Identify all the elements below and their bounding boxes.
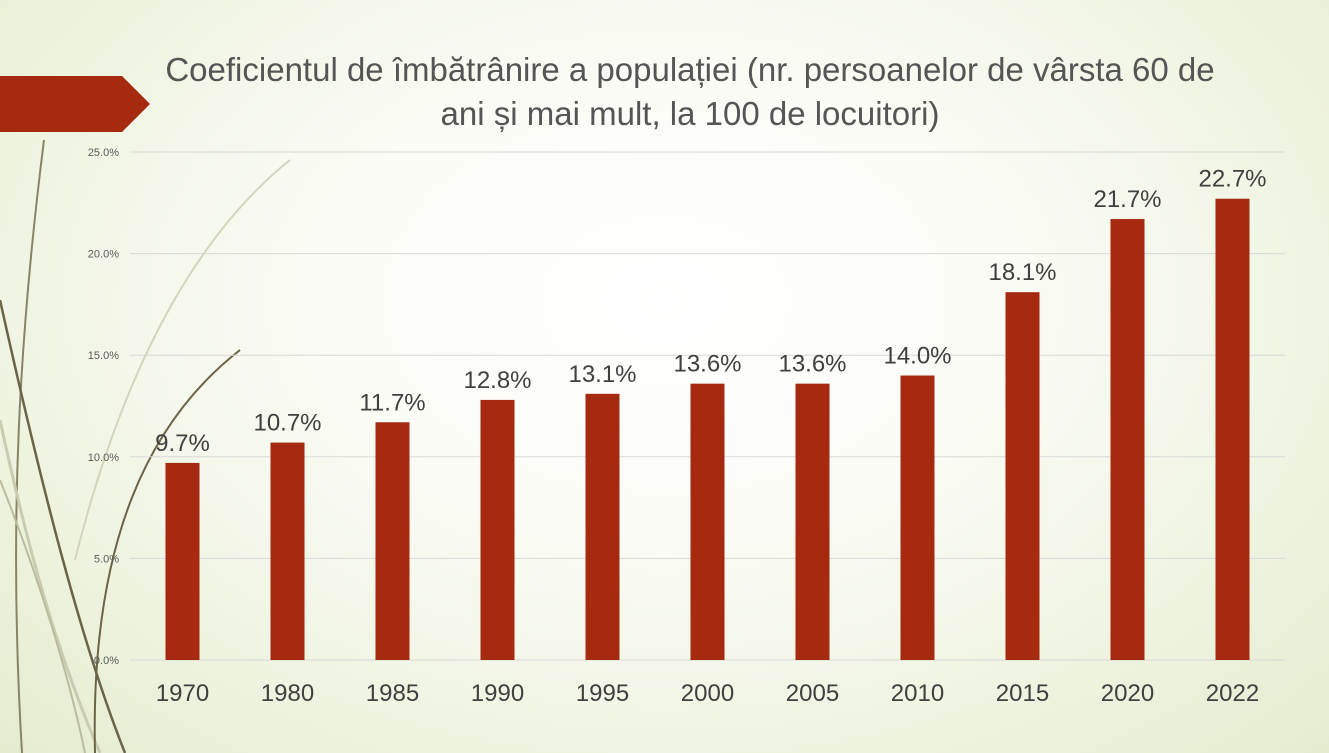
y-tick-label: 5.0% [94,553,119,565]
bar-2015 [1005,292,1040,660]
ribbon-shape [0,76,150,132]
x-tick-label: 1980 [261,680,314,707]
data-label: 10.7% [253,410,321,437]
bar-1980 [270,442,305,660]
x-tick-label: 2015 [996,680,1049,707]
bar-2005 [795,383,830,660]
bar-1990 [480,399,515,660]
y-tick-label: 25.0% [88,147,119,159]
data-label: 13.6% [778,351,846,378]
x-tick-label: 2020 [1101,680,1154,707]
x-tick-label: 1970 [156,680,209,707]
bar-1985 [375,422,410,660]
x-tick-label: 2022 [1206,680,1259,707]
x-tick-label: 1995 [576,680,629,707]
chart-title: Coeficientul de îmbătrânire a populației… [165,51,1215,132]
y-tick-label: 20.0% [88,249,119,261]
bar-2010 [900,375,935,660]
bar-1970 [165,462,200,660]
data-label: 22.7% [1198,166,1266,193]
y-tick-label: 0.0% [94,655,119,667]
data-label: 12.8% [463,367,531,394]
data-label: 14.0% [883,343,951,370]
data-label: 13.6% [673,351,741,378]
x-axis-labels: 1970 1980 1985 1990 1995 2000 2005 2010 2015 2020… [156,680,1259,707]
x-tick-label: 2000 [681,680,734,707]
data-label: 18.1% [988,259,1056,286]
bar-2000 [690,383,725,660]
decor-curve [93,349,241,753]
y-tick-label: 10.0% [88,452,119,464]
bar-2022 [1215,198,1250,660]
x-tick-label: 2005 [786,680,839,707]
data-label: 21.7% [1093,186,1161,213]
bar-2020 [1110,219,1145,660]
decor-curve [0,419,102,753]
data-label: 11.7% [359,389,425,416]
data-labels: 9.7% 10.7% 11.7% 12.8% 13.1% 13.6% 13.6% 14.0% 1… [155,166,1266,457]
decor-curve [0,479,86,753]
data-label: 9.7% [155,430,210,457]
decor-curve [15,139,45,753]
data-label: 13.1% [568,361,636,388]
title-ribbon [0,76,150,132]
y-tick-label: 15.0% [88,350,119,362]
bar-1995 [585,393,620,660]
bars [165,198,1250,660]
x-tick-label: 1990 [471,680,524,707]
x-tick-label: 2010 [891,680,944,707]
decor-curve [74,159,291,561]
y-axis-ticks: 0.0% 5.0% 10.0% 15.0% 20.0% 25.0% [88,147,119,667]
decor-curve [0,299,127,753]
x-tick-label: 1985 [366,680,419,707]
